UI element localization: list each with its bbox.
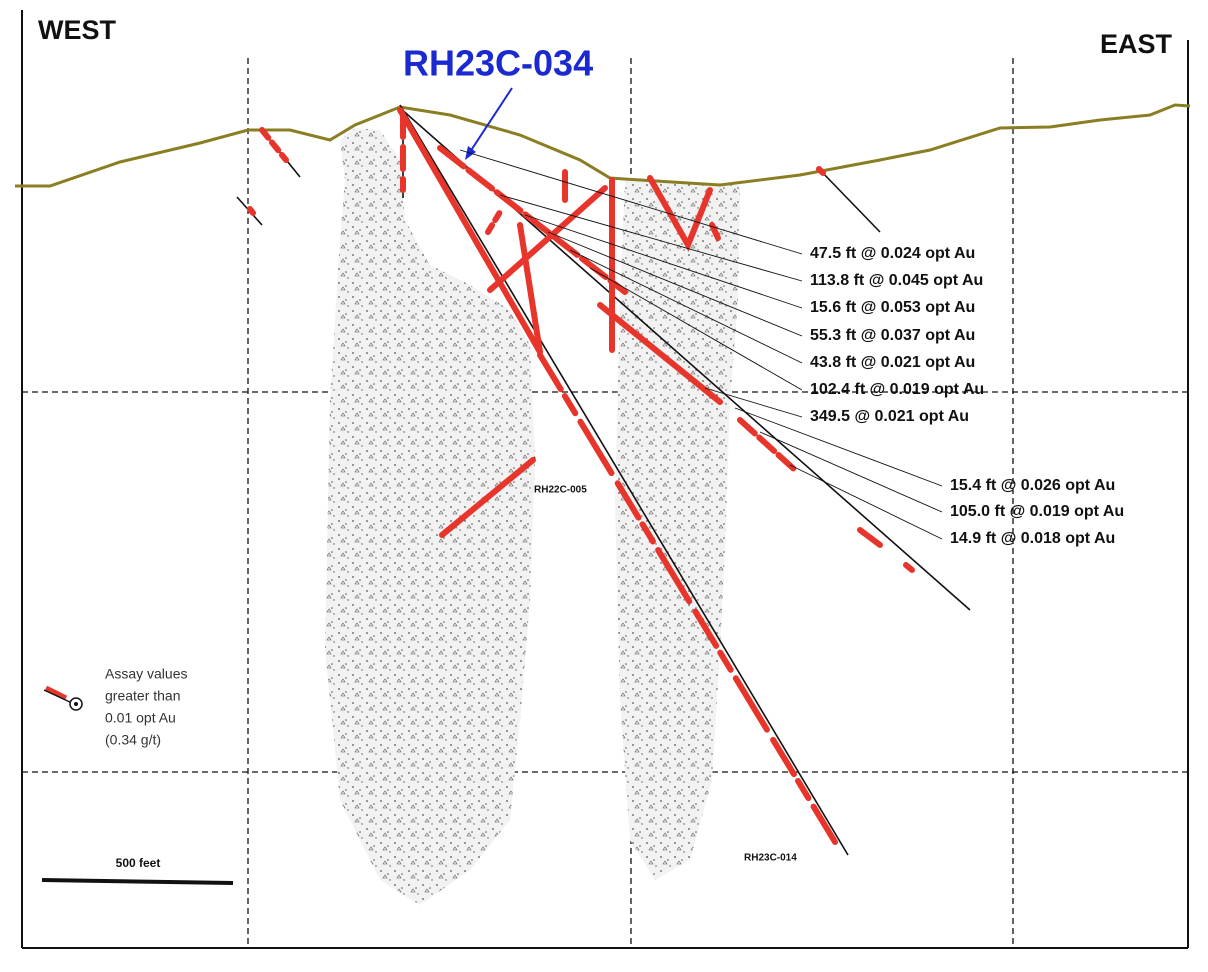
leader-line <box>759 431 943 513</box>
leader-line <box>789 464 943 540</box>
intercept-label: 14.9 ft @ 0.018 opt Au <box>950 530 1115 547</box>
topography <box>15 103 1191 188</box>
breccia <box>325 128 740 905</box>
callout-arrow <box>465 87 513 160</box>
intercept-label: 47.5 ft @ 0.024 opt Au <box>810 245 975 262</box>
leader-lines <box>459 149 943 540</box>
scale-label: 500 feet <box>116 856 161 870</box>
leader-line <box>547 231 803 337</box>
assay-intervals <box>247 107 915 845</box>
frame <box>21 10 1189 949</box>
east-label: EAST <box>1100 29 1173 59</box>
west-label: WEST <box>38 15 117 45</box>
legend-text: greater than <box>105 688 181 704</box>
leader-line <box>704 387 803 418</box>
intercept-label: 113.8 ft @ 0.045 opt Au <box>810 272 983 289</box>
scale-bar: 500 feet <box>41 856 234 885</box>
hole-label: RH23C-014 <box>744 853 797 864</box>
intercept-label: 349.5 @ 0.021 opt Au <box>810 408 969 425</box>
intercept-labels: 47.5 ft @ 0.024 opt Au 113.8 ft @ 0.045 o… <box>810 245 1124 547</box>
legend-text: 0.01 opt Au <box>105 710 176 726</box>
callout-label: RH23C-034 <box>403 43 593 84</box>
leader-line <box>459 149 803 255</box>
intercept-label: 55.3 ft @ 0.037 opt Au <box>810 327 975 344</box>
intercept-label: 43.8 ft @ 0.021 opt Au <box>810 354 975 371</box>
legend: Assay values greater than 0.01 opt Au (0… <box>43 666 187 748</box>
legend-text: Assay values <box>105 666 187 682</box>
legend-text: (0.34 g/t) <box>105 732 161 748</box>
intercept-label: 102.4 ft @ 0.019 opt Au <box>810 381 984 398</box>
hole-label: RH22C-005 <box>534 485 587 496</box>
leader-line <box>524 214 803 309</box>
leader-line <box>734 407 943 487</box>
intercept-label: 15.4 ft @ 0.026 opt Au <box>950 477 1115 494</box>
leader-line <box>569 249 803 364</box>
leader-line <box>589 267 803 391</box>
leader-line <box>499 194 803 282</box>
intercept-label: 105.0 ft @ 0.019 opt Au <box>950 503 1124 520</box>
intercept-label: 15.6 ft @ 0.053 opt Au <box>810 299 975 316</box>
